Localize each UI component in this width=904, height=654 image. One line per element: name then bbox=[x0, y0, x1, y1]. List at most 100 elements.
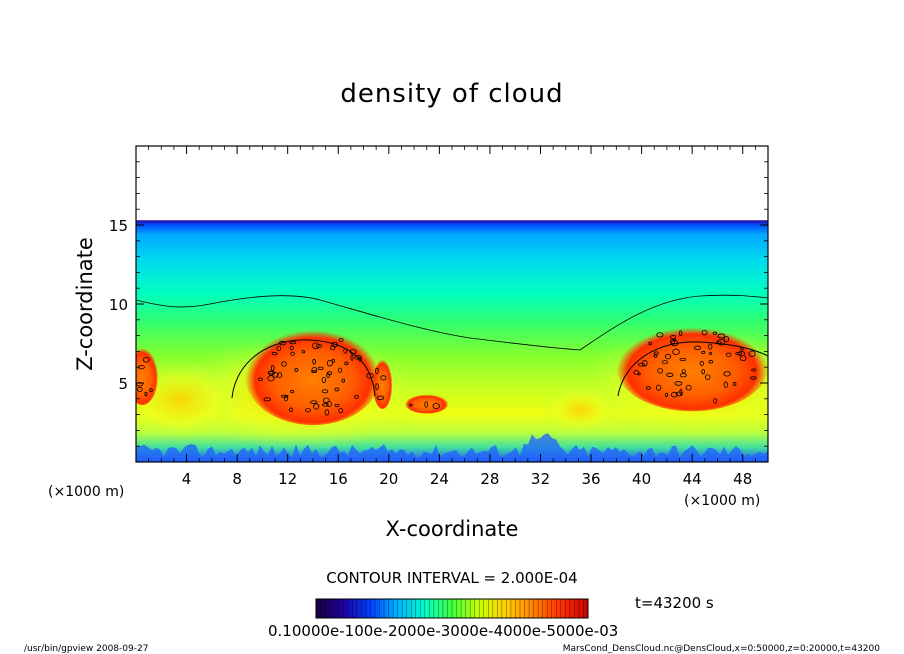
cell-contour bbox=[715, 340, 722, 345]
colorbar-ticks bbox=[315, 599, 589, 618]
cell-contour bbox=[313, 403, 320, 410]
x-axis-unit: (×1000 m) bbox=[684, 493, 760, 509]
cell-contour bbox=[344, 361, 349, 366]
cell-contour bbox=[312, 342, 320, 350]
cell-contour bbox=[312, 359, 316, 365]
cell-contour bbox=[271, 351, 278, 356]
cell-contour bbox=[334, 403, 340, 407]
cell-contour bbox=[657, 368, 664, 374]
cell-contour bbox=[645, 386, 651, 390]
cell-contour bbox=[679, 373, 687, 378]
colorbar-labels: 0.10000e-100e-2000e-3000e-4000e-5000e-03 bbox=[268, 622, 618, 640]
cell-contour bbox=[748, 350, 756, 357]
cell-contour bbox=[712, 331, 718, 336]
cell-contour bbox=[713, 398, 718, 404]
cell-contour bbox=[289, 407, 293, 413]
cell-contour bbox=[331, 358, 335, 363]
cell-contour bbox=[670, 339, 675, 344]
x-tick-label: 4 bbox=[182, 470, 192, 488]
cell-contour bbox=[723, 336, 730, 343]
cell-contour bbox=[144, 391, 148, 397]
x-tick-label: 8 bbox=[232, 470, 242, 488]
cell-contour bbox=[132, 357, 134, 360]
cell-contour bbox=[277, 372, 283, 379]
cell-contour bbox=[665, 392, 669, 397]
cell-contour bbox=[699, 360, 704, 366]
cell-contour bbox=[701, 369, 705, 375]
cell-contour bbox=[322, 403, 329, 407]
halo-edge bbox=[136, 360, 240, 440]
cell-contour bbox=[655, 384, 662, 391]
footer-left: /usr/bin/gpview 2008-09-27 bbox=[24, 644, 148, 654]
cell-contour bbox=[257, 377, 263, 382]
cell-contour bbox=[338, 338, 344, 342]
cell-contour bbox=[633, 370, 640, 375]
cell-contour bbox=[374, 367, 379, 375]
cell-contour bbox=[717, 333, 726, 339]
cell-contour bbox=[321, 376, 326, 384]
cell-contour bbox=[654, 351, 659, 355]
cell-contour bbox=[310, 400, 318, 404]
cell-contour bbox=[354, 394, 359, 399]
cell-contour bbox=[664, 353, 672, 360]
contour-upper bbox=[136, 294, 768, 351]
x-tick-label: 28 bbox=[480, 470, 499, 488]
cell-contour bbox=[341, 378, 345, 383]
colorbar-frame bbox=[315, 598, 589, 619]
x-tick-label: 32 bbox=[531, 470, 550, 488]
cell-contour bbox=[693, 345, 702, 351]
cell-contour bbox=[432, 403, 440, 409]
cell-contour bbox=[268, 370, 275, 376]
cell-contour bbox=[409, 403, 413, 407]
cell-contour bbox=[281, 361, 287, 367]
x-tick-label: 44 bbox=[683, 470, 702, 488]
x-tick-label: 40 bbox=[632, 470, 651, 488]
cell-contour bbox=[338, 407, 344, 414]
cell-contour bbox=[750, 376, 757, 380]
cell-contour bbox=[326, 372, 331, 379]
cloud-cell-22 bbox=[404, 393, 449, 414]
cell-contour bbox=[329, 345, 336, 351]
cell-contour bbox=[301, 350, 306, 354]
cell-contour bbox=[317, 366, 324, 370]
cell-contour bbox=[358, 356, 362, 362]
cloud-cell-19 bbox=[372, 357, 393, 409]
x-axis-label: X-coordinate bbox=[386, 517, 519, 541]
cell-contour bbox=[311, 367, 318, 373]
cell-contour bbox=[321, 389, 329, 394]
cell-contour bbox=[701, 350, 706, 354]
cell-contour bbox=[323, 397, 330, 404]
cell-contour bbox=[324, 409, 330, 416]
x-tick-label: 20 bbox=[379, 470, 398, 488]
y-tick-label: 10 bbox=[109, 296, 128, 314]
contour-cell-right bbox=[617, 341, 768, 397]
cell-contour bbox=[674, 381, 683, 386]
y-tick-label: 15 bbox=[109, 217, 128, 235]
cell-contour bbox=[641, 360, 648, 367]
cell-contour bbox=[290, 351, 295, 356]
cloud-cell-left-edge bbox=[136, 345, 159, 406]
cell-contour bbox=[701, 329, 708, 336]
cell-contour bbox=[704, 374, 711, 380]
cell-contour bbox=[670, 391, 678, 398]
cell-contour bbox=[289, 341, 297, 345]
x-tick-label: 36 bbox=[581, 470, 600, 488]
cell-contour bbox=[723, 381, 728, 389]
cell-contour bbox=[294, 368, 299, 372]
cell-contour bbox=[737, 350, 746, 357]
cell-contour bbox=[723, 371, 731, 377]
cell-contour bbox=[334, 387, 340, 392]
cell-contour bbox=[717, 338, 725, 346]
cell-contour bbox=[350, 354, 354, 361]
time-label: t=43200 s bbox=[635, 594, 714, 612]
cell-contour bbox=[375, 383, 379, 390]
cell-contour bbox=[708, 359, 714, 364]
cell-contour bbox=[685, 384, 692, 391]
cell-contour bbox=[751, 368, 757, 372]
cell-contour bbox=[708, 343, 713, 350]
cell-contour bbox=[732, 381, 737, 386]
cell-contour bbox=[675, 391, 683, 397]
cell-contour bbox=[149, 388, 153, 393]
